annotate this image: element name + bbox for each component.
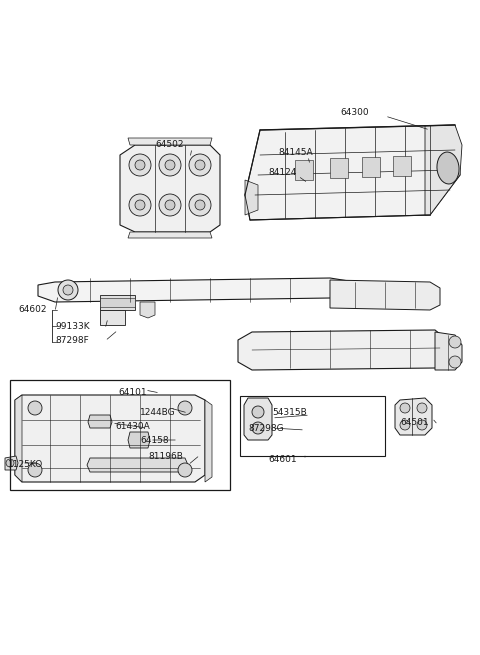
Text: 1125KO: 1125KO xyxy=(8,460,43,469)
Text: 64502: 64502 xyxy=(155,140,183,149)
Circle shape xyxy=(417,420,427,430)
Circle shape xyxy=(63,285,73,295)
Polygon shape xyxy=(238,330,445,370)
Text: 87298F: 87298F xyxy=(55,336,89,345)
Circle shape xyxy=(159,194,181,216)
Text: 99133K: 99133K xyxy=(55,322,90,331)
Circle shape xyxy=(400,420,410,430)
Circle shape xyxy=(195,160,205,170)
Circle shape xyxy=(129,194,151,216)
Circle shape xyxy=(252,406,264,418)
Polygon shape xyxy=(15,395,22,482)
Text: 64602: 64602 xyxy=(18,305,47,314)
Polygon shape xyxy=(88,415,112,428)
Circle shape xyxy=(135,160,145,170)
Text: 84145A: 84145A xyxy=(278,148,312,157)
Circle shape xyxy=(189,154,211,176)
Ellipse shape xyxy=(437,152,459,184)
Text: 54315B: 54315B xyxy=(272,408,307,417)
Bar xyxy=(362,157,380,177)
Bar xyxy=(393,156,411,176)
Polygon shape xyxy=(245,180,258,215)
Circle shape xyxy=(58,280,78,300)
Circle shape xyxy=(189,194,211,216)
Text: 64300: 64300 xyxy=(340,108,369,117)
Bar xyxy=(330,158,348,178)
Polygon shape xyxy=(5,456,18,470)
Text: 81196B: 81196B xyxy=(148,452,183,461)
Text: 64601: 64601 xyxy=(268,455,297,464)
Circle shape xyxy=(135,200,145,210)
Polygon shape xyxy=(244,398,272,440)
Circle shape xyxy=(129,154,151,176)
Polygon shape xyxy=(245,125,460,220)
Circle shape xyxy=(28,463,42,477)
Polygon shape xyxy=(38,278,355,302)
Polygon shape xyxy=(100,295,135,310)
Polygon shape xyxy=(205,400,212,482)
Circle shape xyxy=(165,160,175,170)
Circle shape xyxy=(417,403,427,413)
Text: 64501: 64501 xyxy=(400,418,429,427)
Text: 1244BG: 1244BG xyxy=(140,408,176,417)
Circle shape xyxy=(165,200,175,210)
Polygon shape xyxy=(100,310,125,325)
Polygon shape xyxy=(100,298,135,307)
Polygon shape xyxy=(128,232,212,238)
Circle shape xyxy=(449,356,461,368)
Circle shape xyxy=(6,459,14,467)
Circle shape xyxy=(178,401,192,415)
Bar xyxy=(10,380,230,490)
Polygon shape xyxy=(140,302,155,318)
Text: 64158: 64158 xyxy=(140,436,168,445)
Text: 61430A: 61430A xyxy=(115,422,150,431)
Polygon shape xyxy=(128,432,150,448)
Polygon shape xyxy=(87,458,188,472)
Polygon shape xyxy=(395,398,432,435)
Circle shape xyxy=(195,200,205,210)
Circle shape xyxy=(178,463,192,477)
Polygon shape xyxy=(330,280,440,310)
Text: 84124: 84124 xyxy=(268,168,296,177)
Circle shape xyxy=(400,403,410,413)
Polygon shape xyxy=(120,145,220,232)
Circle shape xyxy=(252,422,264,434)
Polygon shape xyxy=(128,138,212,145)
Bar xyxy=(240,396,385,456)
Polygon shape xyxy=(15,395,205,482)
Polygon shape xyxy=(425,125,462,215)
Circle shape xyxy=(449,336,461,348)
Polygon shape xyxy=(435,332,462,370)
Bar xyxy=(295,160,313,180)
Circle shape xyxy=(28,401,42,415)
Text: 87298G: 87298G xyxy=(248,424,284,433)
Circle shape xyxy=(159,154,181,176)
Text: 64101: 64101 xyxy=(118,388,146,397)
